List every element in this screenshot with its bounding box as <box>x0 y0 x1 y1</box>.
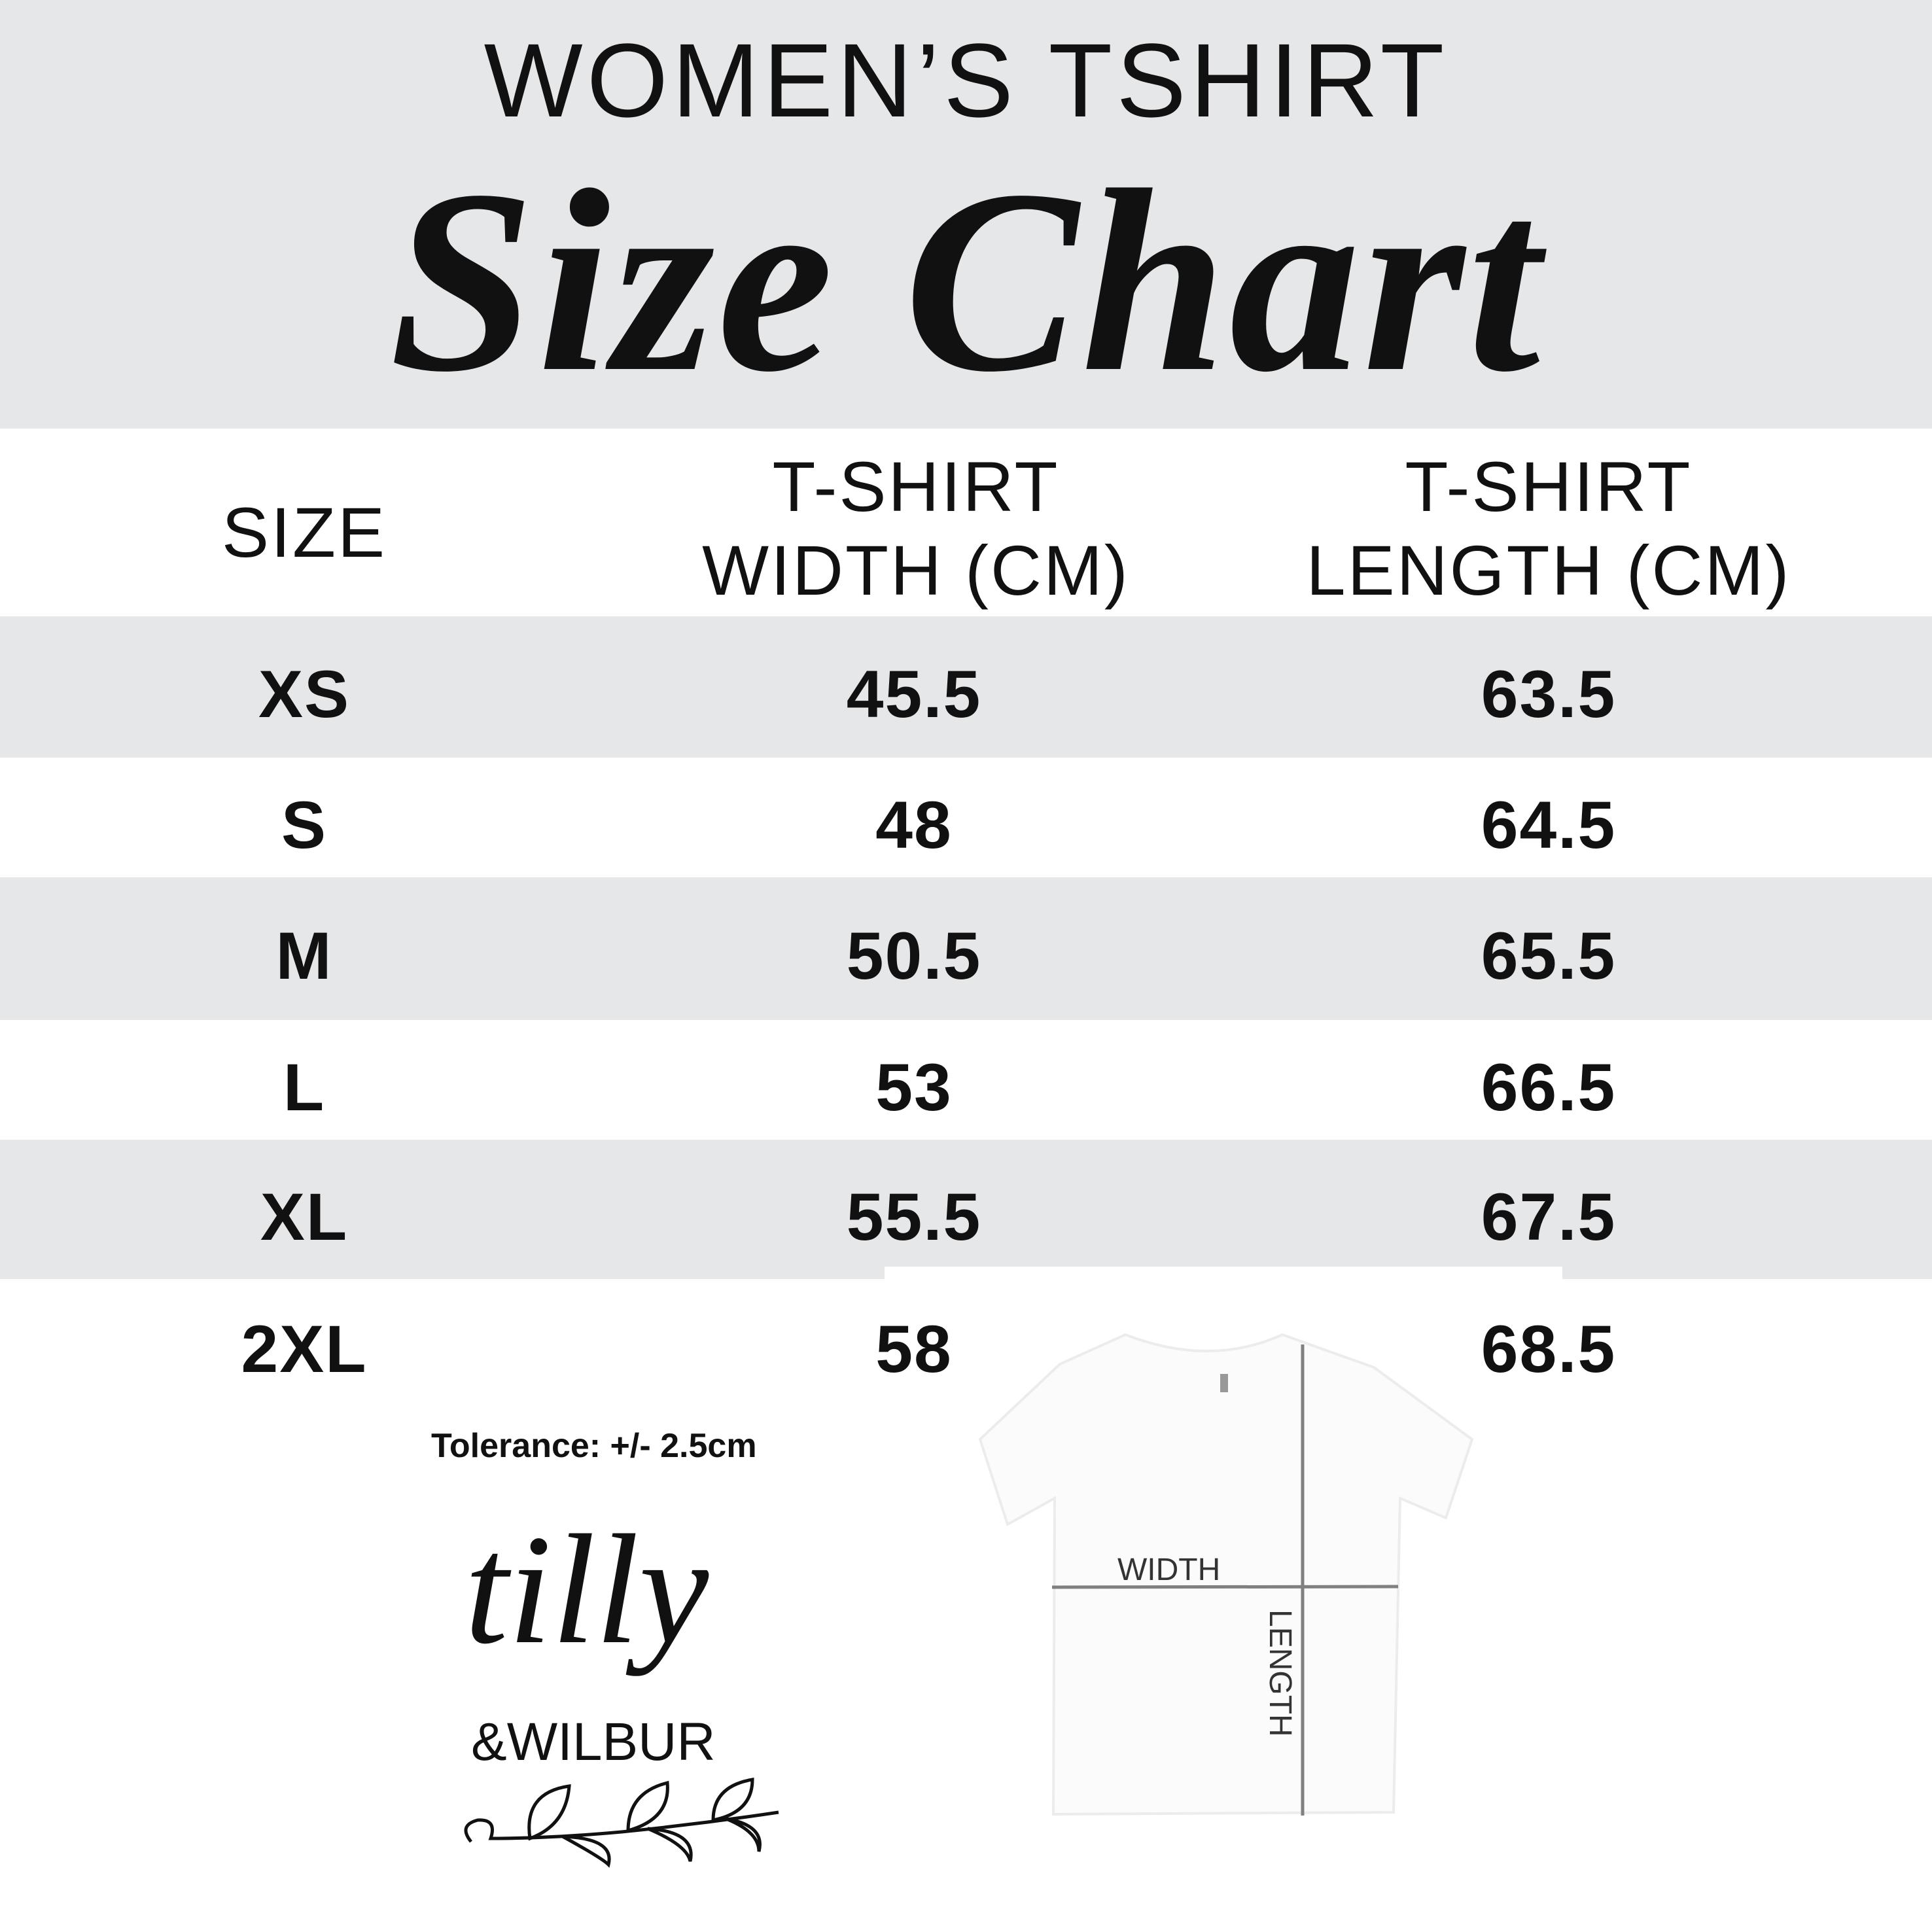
logo-line1: tilly <box>465 1502 709 1676</box>
cell-size: XS <box>258 657 351 731</box>
cell-size: 2XL <box>241 1312 368 1386</box>
tshirt-label-tag <box>1220 1374 1228 1392</box>
cell-size: L <box>283 1049 326 1125</box>
row-band <box>0 877 1932 1020</box>
row-band <box>0 616 1932 758</box>
header-band <box>0 0 1932 429</box>
cell-length: 63.5 <box>1481 657 1617 731</box>
width-label: WIDTH <box>1117 1553 1220 1587</box>
cell-width: 48 <box>875 787 953 862</box>
brand-logo: tilly &WILBUR <box>464 1502 779 1868</box>
cell-length: 64.5 <box>1481 787 1617 862</box>
leaf-branch-icon <box>464 1778 779 1868</box>
cell-width: 50.5 <box>846 919 982 993</box>
tshirt-shape <box>978 1333 1474 1816</box>
logo-line2: &WILBUR <box>471 1712 716 1772</box>
cell-length: 67.5 <box>1481 1179 1617 1254</box>
cell-length: 65.5 <box>1481 919 1617 993</box>
cell-width: 53 <box>875 1049 953 1125</box>
row-band <box>0 1140 1932 1279</box>
page-title: WOMEN’S TSHIRT <box>483 22 1449 139</box>
column-header-line: T-SHIRT <box>772 447 1060 526</box>
band-notch <box>885 1267 1562 1281</box>
page-subtitle: Size Chart <box>389 136 1543 426</box>
cell-width: 58 <box>875 1312 953 1386</box>
cell-width: 45.5 <box>846 657 982 731</box>
cell-length: 66.5 <box>1481 1049 1617 1125</box>
tolerance-note: Tolerance: +/- 2.5cm <box>431 1427 757 1465</box>
length-label: LENGTH <box>1263 1609 1297 1737</box>
cell-size: XL <box>260 1179 349 1254</box>
cell-width: 55.5 <box>846 1179 982 1254</box>
column-header-width: T-SHIRT WIDTH (CM) <box>641 445 1191 612</box>
cell-size: M <box>275 919 333 993</box>
column-header-line: WIDTH (CM) <box>702 531 1130 610</box>
cell-length: 68.5 <box>1481 1312 1617 1386</box>
cell-size: S <box>281 787 328 862</box>
column-header-line: T-SHIRT <box>1405 447 1693 526</box>
column-header-length: T-SHIRT LENGTH (CM) <box>1241 445 1856 612</box>
column-header-size: SIZE <box>221 493 387 572</box>
column-header-line: LENGTH (CM) <box>1306 531 1791 610</box>
